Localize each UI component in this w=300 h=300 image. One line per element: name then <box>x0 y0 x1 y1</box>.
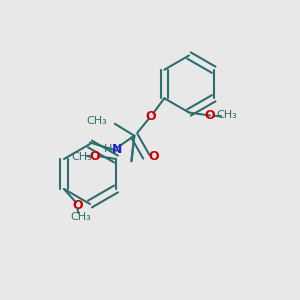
Text: O: O <box>72 199 83 212</box>
Text: CH₃: CH₃ <box>216 110 237 121</box>
Text: CH₃: CH₃ <box>71 152 92 163</box>
Text: H: H <box>103 144 112 154</box>
Text: O: O <box>148 150 159 163</box>
Text: O: O <box>146 110 156 123</box>
Text: O: O <box>205 109 215 122</box>
Text: CH₃: CH₃ <box>70 212 91 223</box>
Text: N: N <box>112 143 122 156</box>
Text: CH₃: CH₃ <box>87 116 107 126</box>
Text: O: O <box>90 149 100 163</box>
